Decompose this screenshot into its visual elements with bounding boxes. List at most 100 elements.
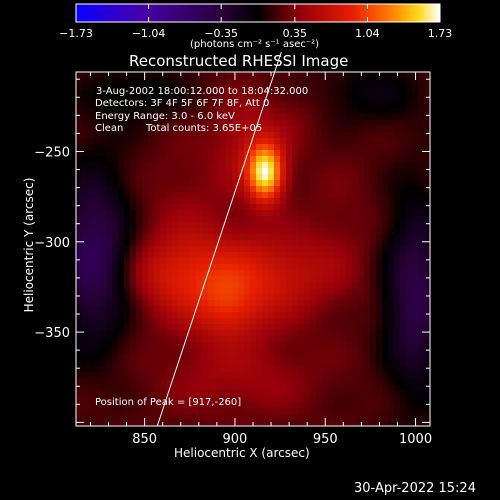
heatmap-cell xyxy=(286,336,293,343)
heatmap-cell xyxy=(112,348,119,355)
heatmap-cell xyxy=(148,348,155,355)
heatmap-cell xyxy=(334,180,341,187)
colorbar-cell xyxy=(240,4,242,22)
heatmap-cell xyxy=(136,240,143,247)
heatmap-cell xyxy=(322,222,329,229)
heatmap-cell xyxy=(352,90,359,97)
heatmap-cell xyxy=(424,240,431,247)
heatmap-cell xyxy=(82,138,89,145)
colorbar-cell xyxy=(120,4,122,22)
heatmap-cell xyxy=(280,156,287,163)
heatmap-cell xyxy=(256,396,263,403)
heatmap-cell xyxy=(118,312,125,319)
heatmap-cell xyxy=(160,378,167,385)
heatmap-cell xyxy=(148,366,155,373)
heatmap-cell xyxy=(412,216,419,223)
heatmap-cell xyxy=(268,186,275,193)
colorbar-cell xyxy=(412,4,414,22)
heatmap-cell xyxy=(394,180,401,187)
heatmap-cell xyxy=(196,264,203,271)
heatmap-cell xyxy=(160,138,167,145)
heatmap-cell xyxy=(166,234,173,241)
heatmap-cell xyxy=(346,282,353,289)
heatmap-cell xyxy=(106,246,113,253)
heatmap-cell xyxy=(196,252,203,259)
colorbar-cell xyxy=(362,4,364,22)
heatmap-cell xyxy=(412,150,419,157)
heatmap-cell xyxy=(154,324,161,331)
heatmap-cell xyxy=(298,192,305,199)
heatmap-cell xyxy=(244,150,251,157)
colorbar-cell xyxy=(250,4,252,22)
heatmap-cell xyxy=(322,168,329,175)
colorbar-cell xyxy=(212,4,214,22)
heatmap-cell xyxy=(334,138,341,145)
heatmap-cell xyxy=(166,414,173,421)
heatmap-cell xyxy=(172,294,179,301)
heatmap-cell xyxy=(82,102,89,109)
heatmap-cell xyxy=(178,192,185,199)
heatmap-cell xyxy=(178,264,185,271)
heatmap-cell xyxy=(304,78,311,85)
heatmap-cell xyxy=(250,270,257,277)
heatmap-cell xyxy=(250,402,257,409)
heatmap-cell xyxy=(238,372,245,379)
heatmap-cell xyxy=(226,78,233,85)
colorbar-cell xyxy=(410,4,412,22)
heatmap-cell xyxy=(160,270,167,277)
heatmap-cell xyxy=(262,204,269,211)
heatmap-cell xyxy=(352,198,359,205)
heatmap-cell xyxy=(130,210,137,217)
heatmap-cell xyxy=(406,372,413,379)
heatmap-cell xyxy=(136,372,143,379)
heatmap-cell xyxy=(178,330,185,337)
colorbar-cell xyxy=(151,4,153,22)
heatmap-cell xyxy=(406,216,413,223)
heatmap-cell xyxy=(346,186,353,193)
heatmap-cell xyxy=(286,222,293,229)
heatmap-cell xyxy=(280,336,287,343)
heatmap-cell xyxy=(118,138,125,145)
heatmap-cell xyxy=(388,336,395,343)
heatmap-cell xyxy=(412,408,419,415)
heatmap-cell xyxy=(202,234,209,241)
heatmap-cell xyxy=(118,396,125,403)
heatmap-cell xyxy=(280,330,287,337)
heatmap-cell xyxy=(304,294,311,301)
colorbar-cell xyxy=(435,4,437,22)
heatmap-cell xyxy=(340,114,347,121)
colorbar-cell xyxy=(296,4,298,22)
colorbar-cell xyxy=(427,4,429,22)
heatmap-cell xyxy=(220,126,227,133)
heatmap-cell xyxy=(130,306,137,313)
colorbar-cell xyxy=(346,4,348,22)
heatmap-cell xyxy=(298,252,305,259)
heatmap-cell xyxy=(172,390,179,397)
heatmap-cell xyxy=(154,240,161,247)
heatmap-cell xyxy=(160,246,167,253)
heatmap-cell xyxy=(274,324,281,331)
heatmap-cell xyxy=(232,300,239,307)
heatmap-cell xyxy=(352,276,359,283)
heatmap-cell xyxy=(418,342,425,349)
heatmap-cell xyxy=(250,192,257,199)
heatmap-cell xyxy=(352,318,359,325)
heatmap-cell xyxy=(184,198,191,205)
y-tick-label: −250 xyxy=(34,145,70,160)
heatmap-cell xyxy=(376,168,383,175)
heatmap-cell xyxy=(232,258,239,265)
heatmap-cell xyxy=(352,300,359,307)
heatmap-cell xyxy=(322,378,329,385)
heatmap-cell xyxy=(100,246,107,253)
heatmap-cell xyxy=(202,240,209,247)
heatmap-cell xyxy=(322,324,329,331)
heatmap-cell xyxy=(136,96,143,103)
heatmap-cell xyxy=(142,126,149,133)
heatmap-cell xyxy=(298,288,305,295)
heatmap-cell xyxy=(382,366,389,373)
heatmap-cell xyxy=(358,78,365,85)
colorbar-cell xyxy=(372,4,374,22)
heatmap-cell xyxy=(316,402,323,409)
colorbar-cell xyxy=(176,4,178,22)
heatmap-cell xyxy=(232,378,239,385)
